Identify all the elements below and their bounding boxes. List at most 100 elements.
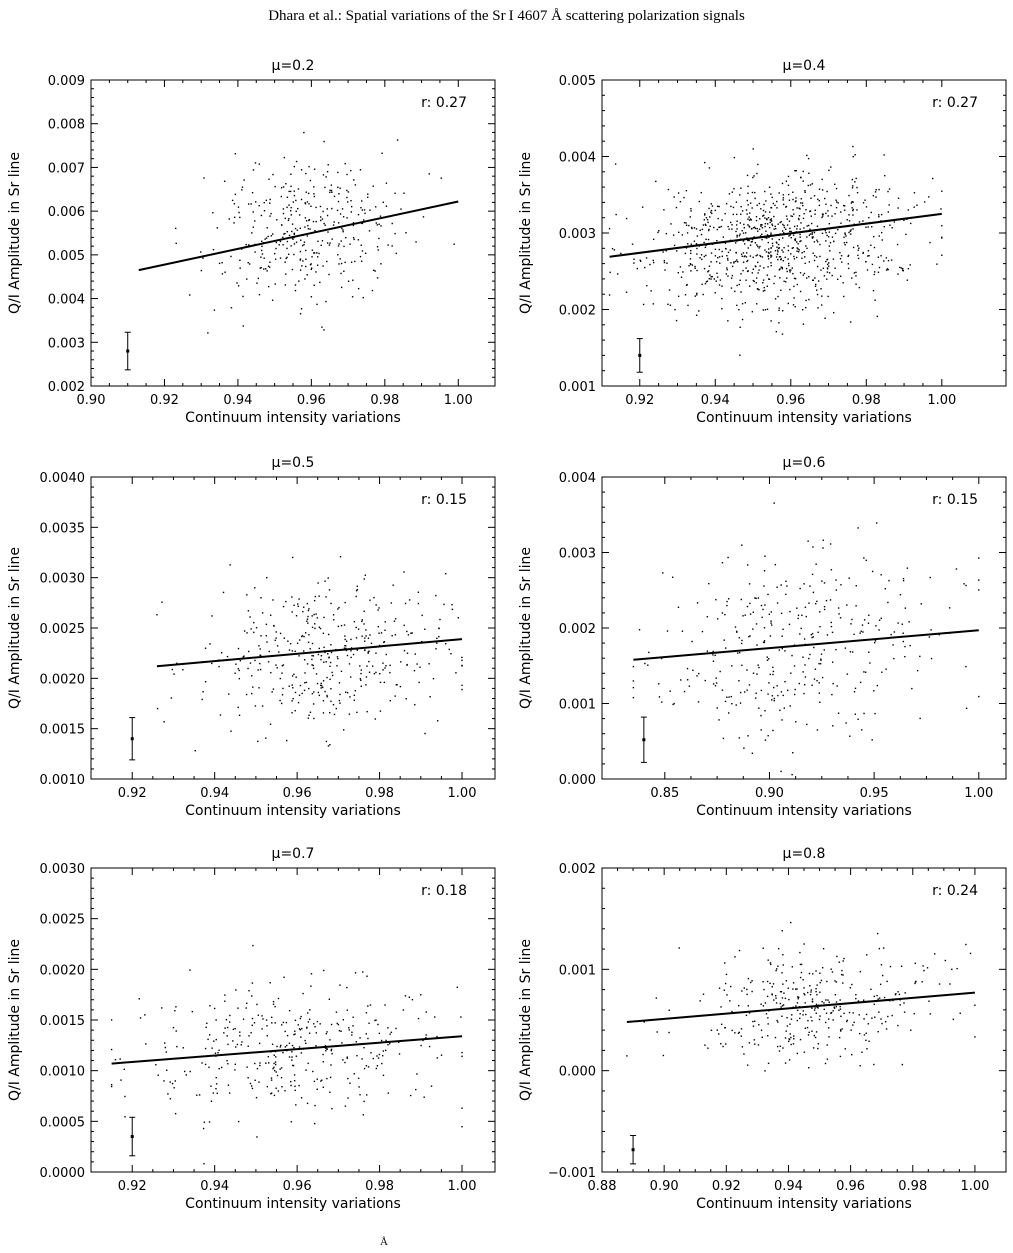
data-point (339, 213, 342, 215)
data-point (803, 943, 805, 945)
data-point (796, 1009, 799, 1012)
data-point (767, 258, 770, 260)
data-point (781, 997, 784, 999)
data-point (255, 627, 258, 629)
data-point (799, 290, 802, 293)
data-point (684, 252, 687, 255)
data-point (280, 1044, 282, 1047)
data-point (645, 257, 648, 259)
data-point (764, 217, 766, 219)
data-point (799, 1017, 801, 1020)
data-point (683, 196, 685, 199)
data-point (836, 685, 838, 687)
data-point (284, 284, 287, 286)
data-point (196, 1094, 198, 1096)
data-point (428, 173, 431, 175)
data-point (793, 297, 795, 299)
data-point (340, 670, 343, 673)
data-point (326, 676, 328, 679)
data-point (800, 198, 803, 200)
data-point (804, 262, 806, 265)
data-point (815, 563, 817, 565)
data-point (270, 235, 273, 237)
data-point (825, 1012, 828, 1014)
error-bar-center (130, 737, 134, 741)
data-point (748, 226, 751, 228)
data-point (273, 1062, 275, 1065)
data-point (288, 217, 290, 220)
data-point (259, 1064, 261, 1067)
data-point (754, 1043, 756, 1045)
y-tick-label: 0.0025 (40, 622, 86, 637)
data-point (850, 1029, 852, 1031)
data-point (259, 654, 261, 657)
data-point (833, 240, 835, 243)
data-point (356, 1054, 358, 1057)
data-point (732, 213, 734, 216)
data-point (738, 283, 740, 286)
data-point (237, 1007, 239, 1009)
data-point (811, 1020, 813, 1022)
data-point (776, 200, 778, 203)
data-point (796, 988, 798, 990)
data-point (170, 697, 173, 699)
data-point (855, 993, 857, 996)
data-point (765, 230, 767, 232)
data-point (444, 572, 447, 575)
data-point (777, 295, 779, 298)
data-point (796, 256, 798, 259)
data-point (385, 665, 387, 667)
data-point (354, 690, 357, 692)
data-point (833, 1007, 836, 1009)
data-point (411, 998, 414, 1001)
data-point (793, 225, 796, 228)
y-axis-label: Q/I Amplitude in Sr line (518, 939, 534, 1101)
data-point (357, 287, 360, 290)
data-point (746, 213, 748, 215)
data-point (366, 665, 368, 667)
data-point (658, 683, 660, 685)
data-point (305, 191, 307, 193)
data-point (873, 1063, 875, 1066)
data-point (862, 999, 865, 1001)
data-point (281, 694, 284, 696)
data-point (209, 643, 211, 645)
data-point (389, 671, 391, 674)
data-point (376, 1065, 379, 1067)
data-point (719, 262, 721, 264)
data-point (315, 271, 317, 273)
data-point (746, 993, 748, 996)
data-point (365, 629, 367, 631)
data-point (782, 964, 784, 966)
data-point (820, 269, 822, 271)
data-point (615, 213, 617, 216)
data-point (365, 676, 368, 678)
data-point (822, 267, 825, 269)
data-point (266, 1035, 269, 1037)
data-point (665, 232, 668, 235)
x-axis-label: Continuum intensity variations (185, 410, 401, 426)
data-point (776, 586, 778, 588)
data-point (852, 155, 854, 158)
data-point (871, 1017, 873, 1019)
data-point (620, 252, 622, 255)
data-point (740, 253, 743, 256)
data-point (316, 682, 319, 685)
data-point (883, 260, 885, 262)
data-point (702, 993, 705, 995)
data-point (321, 685, 323, 687)
data-point (759, 245, 761, 248)
data-point (828, 1001, 830, 1003)
data-point (818, 662, 820, 665)
data-point (203, 1121, 206, 1123)
data-point (652, 303, 654, 305)
data-point (304, 1039, 306, 1042)
data-point (861, 1051, 863, 1053)
data-point (754, 597, 756, 599)
data-point (293, 190, 295, 192)
data-point (752, 1025, 755, 1027)
data-point (802, 979, 804, 981)
data-point (916, 669, 919, 672)
data-point (366, 1094, 368, 1096)
data-point (799, 976, 802, 979)
